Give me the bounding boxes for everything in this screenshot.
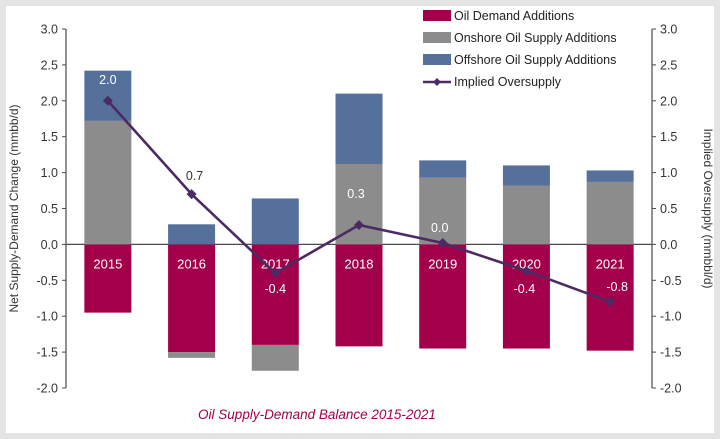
offshore-bar-2021 bbox=[586, 170, 634, 182]
oversupply-marker-2017 bbox=[270, 268, 281, 279]
onshore-bar-2015 bbox=[84, 120, 132, 245]
oversupply-value-label: -0.4 bbox=[265, 282, 287, 296]
oversupply-value-label: 2.0 bbox=[99, 73, 116, 87]
demand-bar-2016 bbox=[168, 244, 216, 353]
left-tick-label: 0.0 bbox=[41, 238, 58, 252]
right-axis-title: Implied Oversupply (mmbbl/d) bbox=[701, 128, 715, 288]
category-label-2015: 2015 bbox=[93, 256, 122, 271]
onshore-bar-2021 bbox=[586, 181, 634, 245]
oversupply-marker-2015 bbox=[102, 95, 113, 106]
right-tick-label: -1.5 bbox=[660, 346, 682, 360]
left-tick-label: 1.0 bbox=[41, 166, 58, 180]
offshore-bar-2018 bbox=[335, 93, 383, 164]
left-tick-label: -0.5 bbox=[36, 274, 58, 288]
demand-bar-2015 bbox=[84, 244, 132, 313]
onshore-bar-2020 bbox=[502, 185, 550, 245]
left-tick-label: -1.5 bbox=[36, 346, 58, 360]
legend-swatch-demand-bar bbox=[423, 10, 451, 21]
legend-swatch-onshore-bar bbox=[423, 32, 451, 43]
left-tick-label: 0.5 bbox=[41, 202, 58, 216]
right-tick-label: 3.0 bbox=[660, 23, 677, 37]
legend-label: Offshore Oil Supply Additions bbox=[454, 53, 616, 67]
left-tick-label: -2.0 bbox=[36, 382, 58, 396]
onshore-bar-2018 bbox=[335, 163, 383, 245]
legend-swatch-offshore-bar bbox=[423, 54, 451, 65]
offshore-bar-2019 bbox=[419, 160, 467, 178]
oversupply-marker-2020 bbox=[521, 265, 532, 276]
left-tick-label: 3.0 bbox=[41, 23, 58, 37]
demand-bar-2017 bbox=[251, 244, 299, 345]
left-tick-label: -1.0 bbox=[36, 310, 58, 324]
legend-label: Onshore Oil Supply Additions bbox=[454, 31, 617, 45]
category-label-2018: 2018 bbox=[345, 256, 374, 271]
right-tick-label: 1.0 bbox=[660, 166, 677, 180]
oversupply-marker-2016 bbox=[186, 189, 197, 200]
onshore-bar-2017 bbox=[251, 344, 299, 371]
offshore-bar-2020 bbox=[502, 165, 550, 186]
offshore-bar-2015 bbox=[84, 70, 132, 121]
oversupply-marker-2021 bbox=[605, 296, 616, 307]
oversupply-value-label: 0.3 bbox=[347, 187, 364, 201]
legend-label: Oil Demand Additions bbox=[454, 9, 574, 23]
legend-marker-oversupply bbox=[433, 78, 441, 86]
left-tick-label: 2.0 bbox=[41, 94, 58, 108]
right-tick-label: -2.0 bbox=[660, 382, 682, 396]
demand-bar-2018 bbox=[335, 244, 383, 347]
right-tick-label: 0.0 bbox=[660, 238, 677, 252]
category-label-2016: 2016 bbox=[177, 256, 206, 271]
demand-bar-2019 bbox=[419, 244, 467, 349]
oversupply-value-label: 0.0 bbox=[431, 221, 448, 235]
right-tick-label: 2.0 bbox=[660, 94, 677, 108]
onshore-bar-2016 bbox=[168, 352, 216, 358]
category-label-2021: 2021 bbox=[596, 256, 625, 271]
right-tick-label: 0.5 bbox=[660, 202, 677, 216]
oversupply-value-label: -0.4 bbox=[514, 282, 536, 296]
offshore-bar-2017 bbox=[251, 198, 299, 245]
category-label-2019: 2019 bbox=[428, 256, 457, 271]
oversupply-value-label: -0.8 bbox=[606, 280, 628, 294]
right-tick-label: 1.5 bbox=[660, 130, 677, 144]
right-tick-label: 2.5 bbox=[660, 58, 677, 72]
right-tick-label: -1.0 bbox=[660, 310, 682, 324]
right-tick-label: -0.5 bbox=[660, 274, 682, 288]
left-tick-label: 2.5 bbox=[41, 58, 58, 72]
oversupply-marker-2019 bbox=[437, 237, 448, 248]
left-tick-label: 1.5 bbox=[41, 130, 58, 144]
oversupply-value-label: 0.7 bbox=[186, 169, 203, 183]
legend-label: Implied Oversupply bbox=[454, 75, 562, 89]
offshore-bar-2016 bbox=[168, 224, 216, 245]
chart-caption: Oil Supply-Demand Balance 2015-2021 bbox=[198, 407, 436, 422]
demand-bar-2020 bbox=[502, 244, 550, 349]
oversupply-marker-2018 bbox=[354, 220, 364, 231]
onshore-bar-2019 bbox=[419, 177, 467, 245]
left-axis-title: Net Supply-Demand Change (mmbb/d) bbox=[7, 104, 21, 312]
